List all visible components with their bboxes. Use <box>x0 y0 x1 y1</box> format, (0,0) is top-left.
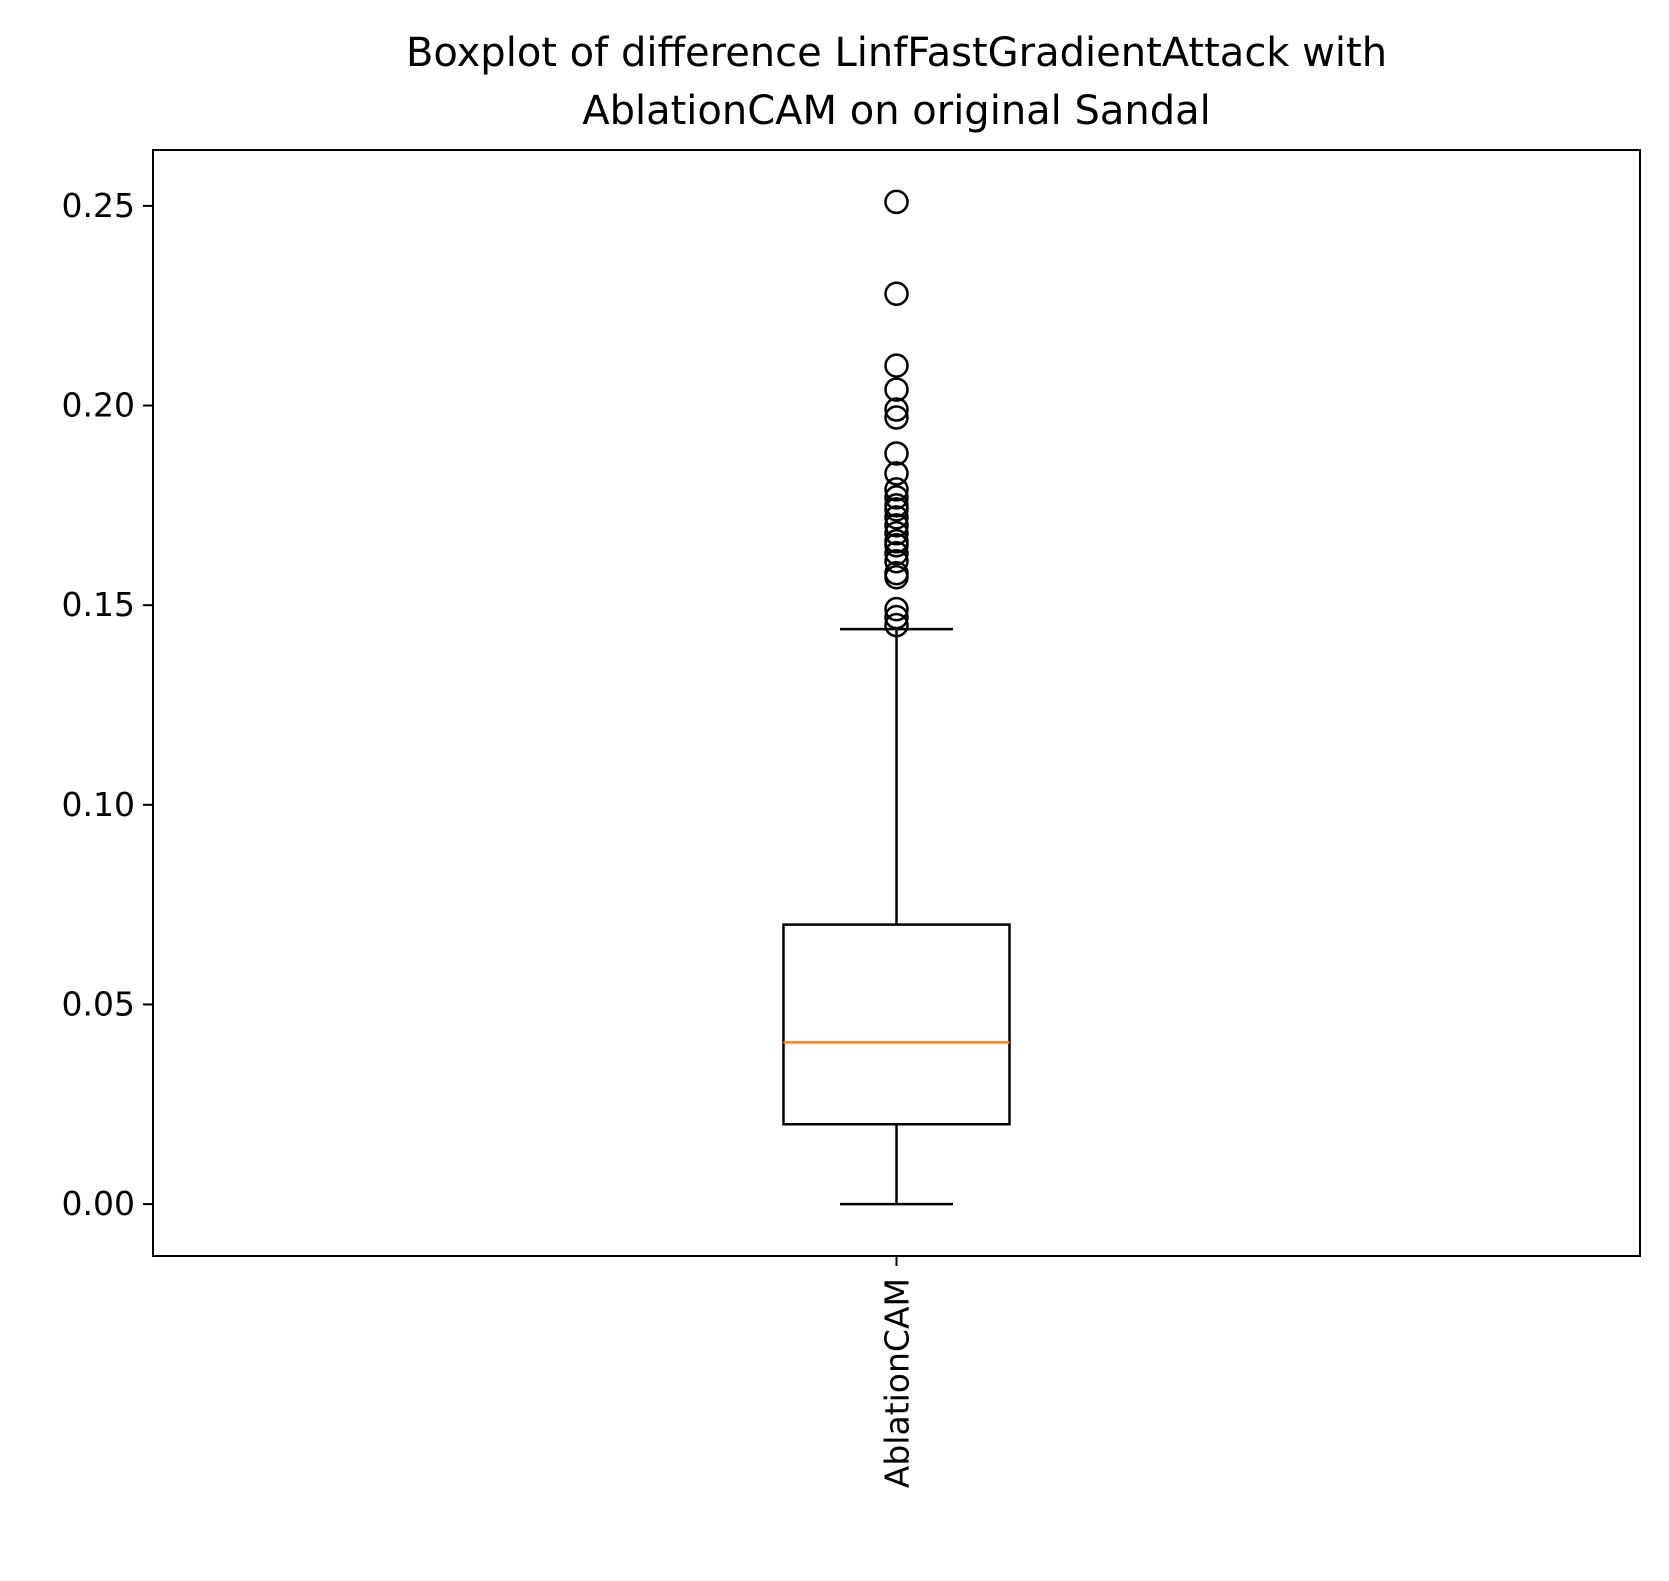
y-tick-label: 0.25 <box>62 186 135 225</box>
outlier-point <box>884 353 909 378</box>
chart-title: Boxplot of difference LinfFastGradientAt… <box>406 30 1387 134</box>
y-tick-label: 0.05 <box>62 984 135 1023</box>
y-axis-ticks: 0.00 0.05 0.10 0.15 0.20 0.25 <box>62 186 153 1223</box>
outlier-point <box>884 529 909 554</box>
outlier-point <box>884 397 909 422</box>
interquartile-box <box>782 923 1011 1126</box>
outlier-point <box>884 541 909 566</box>
outlier-point <box>884 281 909 306</box>
outlier-point <box>884 377 909 402</box>
outlier-point <box>884 560 909 586</box>
y-tick-label: 0.20 <box>62 386 135 425</box>
outlier-point <box>884 461 909 486</box>
outlier-point <box>884 604 909 630</box>
outlier-point <box>884 405 909 430</box>
chart-title-line: AblationCAM on original Sandal <box>582 88 1211 134</box>
box-series <box>782 189 1011 1206</box>
outlier-point <box>884 485 909 510</box>
chart-title-line: Boxplot of difference LinfFastGradientAt… <box>406 30 1387 76</box>
x-tick-label: AblationCAM <box>878 1278 917 1488</box>
outlier-point <box>884 513 909 538</box>
outlier-point <box>884 477 909 502</box>
x-axis-ticks: AblationCAM <box>878 1256 917 1488</box>
outlier-point <box>884 493 909 518</box>
y-tick-label: 0.15 <box>62 585 135 624</box>
outlier-point <box>884 596 909 622</box>
y-tick-label: 0.00 <box>62 1184 135 1223</box>
y-tick-label: 0.10 <box>62 785 135 824</box>
outlier-point <box>884 549 909 574</box>
outlier-point <box>884 521 909 546</box>
outlier-point <box>884 441 909 466</box>
outlier-point <box>884 612 909 638</box>
outlier-point <box>884 505 909 530</box>
plot-area-frame <box>152 149 1641 1257</box>
outlier-point <box>884 189 909 215</box>
